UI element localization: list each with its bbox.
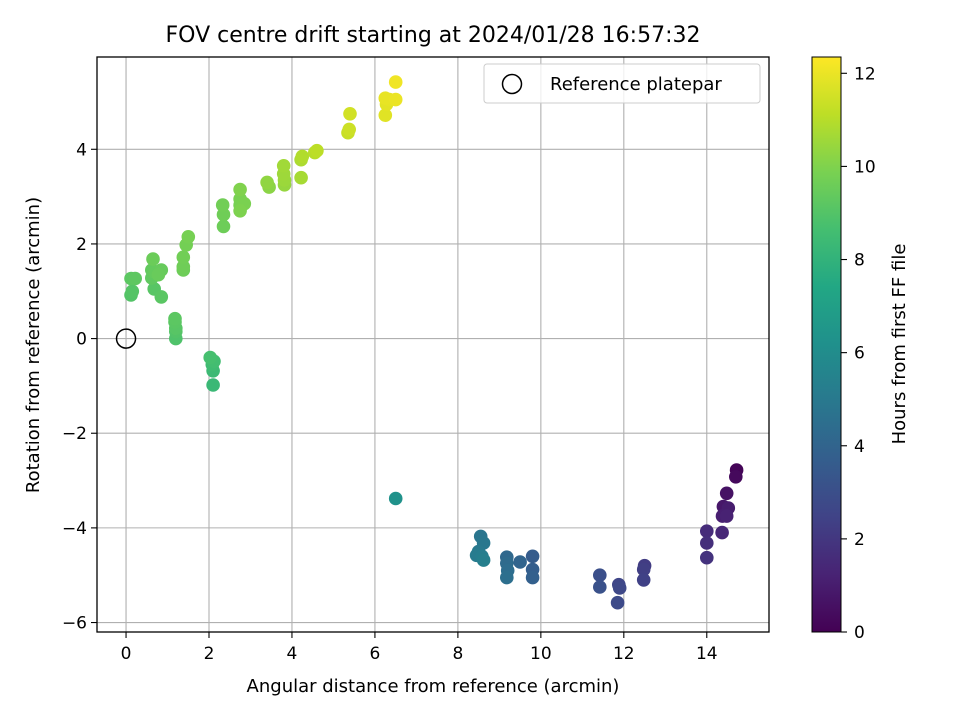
data-point <box>378 91 393 105</box>
grid-lines <box>97 57 769 632</box>
data-point <box>636 573 651 587</box>
colorbar-tick-label: 8 <box>854 251 865 271</box>
data-point <box>151 267 166 282</box>
data-point <box>128 271 142 286</box>
colorbar-tick-label: 2 <box>854 530 865 550</box>
x-tick-label: 0 <box>121 644 132 664</box>
x-axis-label: Angular distance from reference (arcmin) <box>247 676 620 697</box>
colorbar <box>811 56 842 633</box>
data-point <box>181 230 196 244</box>
data-point <box>593 580 607 594</box>
data-point <box>176 250 191 264</box>
colorbar-tick-label: 10 <box>854 157 876 177</box>
colorbar-tick-label: 6 <box>854 344 865 364</box>
data-point <box>700 550 714 565</box>
data-point <box>260 175 274 190</box>
x-tick-label: 4 <box>287 644 298 664</box>
data-point <box>176 259 191 274</box>
data-point <box>125 284 140 299</box>
data-point <box>715 525 729 540</box>
data-point <box>513 555 527 569</box>
x-tick-label: 8 <box>452 644 463 664</box>
y-tick-label: −6 <box>62 614 87 634</box>
data-point <box>388 92 403 107</box>
data-point <box>612 581 627 595</box>
data-point <box>206 378 220 392</box>
data-point <box>146 252 160 266</box>
legend-reference-marker <box>501 73 523 95</box>
data-point <box>233 204 247 218</box>
data-point <box>719 486 734 501</box>
y-tick-label: −2 <box>62 424 87 444</box>
chart-title: FOV centre drift starting at 2024/01/28 … <box>166 23 701 48</box>
colorbar-tick-label: 4 <box>854 437 865 457</box>
data-point <box>310 143 324 158</box>
legend: Reference platepar <box>483 63 761 104</box>
data-point <box>500 570 514 585</box>
x-tick-label: 2 <box>204 644 215 664</box>
y-tick-label: 2 <box>76 235 87 255</box>
data-point <box>203 350 217 365</box>
data-point <box>378 108 393 122</box>
y-tick-label: 4 <box>76 140 87 160</box>
data-point <box>636 562 651 577</box>
x-tick-label: 12 <box>613 644 635 664</box>
legend-box <box>483 63 761 104</box>
y-axis-label: Rotation from reference (arcmin) <box>23 197 44 493</box>
data-point <box>593 568 607 582</box>
legend-entry-label: Reference platepar <box>550 74 722 95</box>
data-point <box>388 75 403 89</box>
data-point <box>154 290 169 304</box>
data-point <box>476 553 491 567</box>
colorbar-ticks: 0 2 4 6 8 10 12 <box>841 64 876 643</box>
colorbar-tick-label: 12 <box>854 64 876 84</box>
data-point <box>233 182 247 197</box>
data-point <box>525 549 540 564</box>
y-tick-label: −4 <box>62 519 87 539</box>
reference-platepar-marker <box>115 328 137 349</box>
y-tick-label: 0 <box>76 330 87 350</box>
data-point <box>525 570 540 585</box>
y-axis: −6 −4 −2 0 2 4 <box>62 140 97 634</box>
data-point <box>276 159 291 173</box>
x-axis: 0 2 4 6 8 10 12 14 <box>121 632 718 664</box>
data-point <box>719 509 734 523</box>
plot-frame <box>96 56 770 633</box>
x-tick-label: 14 <box>696 644 718 664</box>
data-point <box>215 198 230 212</box>
data-point <box>700 524 714 538</box>
data-point <box>700 536 714 550</box>
data-point <box>168 311 182 326</box>
colorbar-tick-label: 0 <box>854 623 865 643</box>
data-point <box>388 491 403 506</box>
data-point <box>294 170 308 185</box>
data-point <box>610 595 625 610</box>
data-point <box>343 107 357 121</box>
data-point <box>295 149 310 164</box>
data-point <box>216 219 231 234</box>
reference-layer <box>115 328 137 349</box>
data-point <box>342 122 357 137</box>
x-tick-label: 6 <box>370 644 381 664</box>
colorbar-label: Hours from first FF file <box>889 244 910 445</box>
data-point <box>729 470 743 484</box>
x-tick-label: 10 <box>530 644 552 664</box>
data-points <box>124 75 744 610</box>
